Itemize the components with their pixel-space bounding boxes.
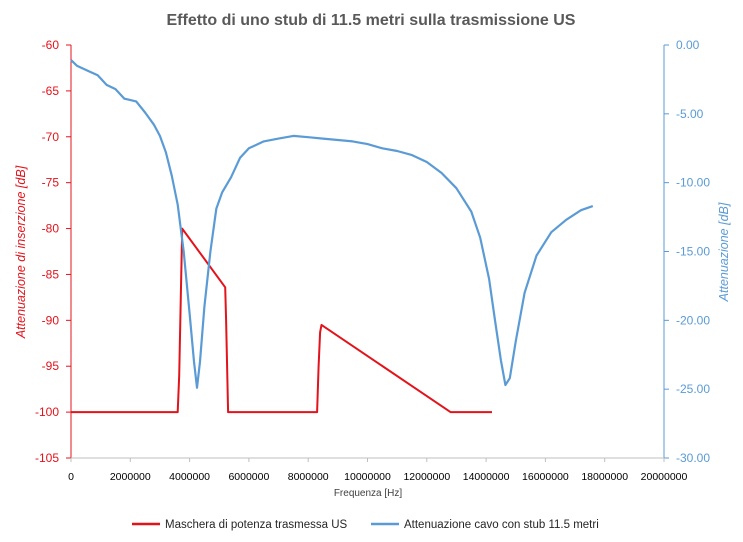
left-axis-title: Attenuazione di inserzione [dB] (14, 165, 28, 339)
x-tick-label: 16000000 (522, 471, 569, 483)
axes (66, 44, 669, 462)
left-tick-label: -70 (42, 130, 60, 144)
legend: Maschera di potenza trasmessa US Attenua… (132, 519, 599, 531)
x-tick-label: 14000000 (463, 471, 510, 483)
x-tick-label: 20000000 (641, 471, 688, 483)
left-tick-label: -95 (42, 359, 60, 373)
left-tick-label: -90 (42, 313, 60, 327)
right-tick-label: -30.00 (676, 451, 710, 465)
left-tick-label: -105 (35, 451, 59, 465)
left-tick-label: -80 (42, 222, 60, 236)
series-line-cable (70, 59, 594, 389)
legend-label-mask: Maschera di potenza trasmessa US (165, 519, 347, 531)
x-axis-title: Frequenza [Hz] (334, 488, 403, 499)
left-tick-label: -85 (42, 267, 60, 281)
legend-label-cable: Attenuazione cavo con stub 11.5 metri (404, 519, 599, 531)
plot-area (70, 59, 594, 414)
x-tick-label: 6000000 (228, 471, 269, 483)
x-tick-label: 10000000 (344, 471, 391, 483)
x-tick-label: 8000000 (288, 471, 329, 483)
right-axis-title: Attenuazione [dB] (717, 202, 731, 302)
x-tick-label: 0 (68, 471, 74, 483)
x-tick-label: 4000000 (169, 471, 210, 483)
right-tick-label: -15.00 (676, 245, 710, 259)
left-tick-label: -65 (42, 84, 60, 98)
x-tick-label: 18000000 (581, 471, 628, 483)
right-tick-label: -10.00 (676, 176, 710, 190)
left-tick-label: -60 (42, 38, 60, 52)
chart-title: Effetto di uno stub di 11.5 metri sulla … (167, 12, 576, 29)
left-tick-label: -75 (42, 176, 60, 190)
right-tick-label: -20.00 (676, 313, 710, 327)
right-tick-label: -25.00 (676, 382, 710, 396)
series-line-mask (71, 227, 492, 414)
x-tick-label: 2000000 (110, 471, 151, 483)
x-tick-label: 12000000 (403, 471, 450, 483)
right-tick-label: 0.00 (676, 38, 700, 52)
tick-labels: -60 -65 -70 -75 -80 -85 -90 -95 -100 -105 0.00 -5.0… (35, 38, 710, 483)
right-tick-label: -5.00 (676, 107, 704, 121)
left-tick-label: -100 (35, 405, 59, 419)
